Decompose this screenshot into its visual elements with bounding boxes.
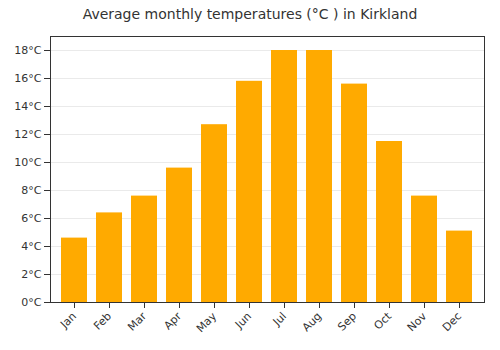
svg-text:6°C: 6°C [21,212,41,225]
svg-text:Aug: Aug [300,310,324,334]
svg-text:12°C: 12°C [14,128,41,141]
svg-text:Dec: Dec [440,310,464,334]
svg-text:Jul: Jul [270,310,289,329]
svg-text:Jun: Jun [232,310,254,332]
svg-text:May: May [194,309,220,335]
svg-text:8°C: 8°C [21,184,41,197]
svg-text:10°C: 10°C [14,156,41,169]
svg-text:0°C: 0°C [21,296,41,309]
svg-text:Feb: Feb [91,310,114,333]
svg-text:16°C: 16°C [14,72,41,85]
svg-text:Apr: Apr [161,309,184,332]
svg-text:Sep: Sep [335,310,359,334]
svg-text:2°C: 2°C [21,268,41,281]
svg-text:18°C: 18°C [14,44,41,57]
svg-text:Jan: Jan [57,310,79,332]
svg-text:4°C: 4°C [21,240,41,253]
svg-text:14°C: 14°C [14,100,41,113]
svg-text:Mar: Mar [125,309,149,333]
html-text:Average monthly temperatures (: Average monthly temperatures (°C ) in Ki… [82,6,418,22]
svg-text:Nov: Nov [405,309,430,334]
svg-text:Oct: Oct [371,309,394,332]
